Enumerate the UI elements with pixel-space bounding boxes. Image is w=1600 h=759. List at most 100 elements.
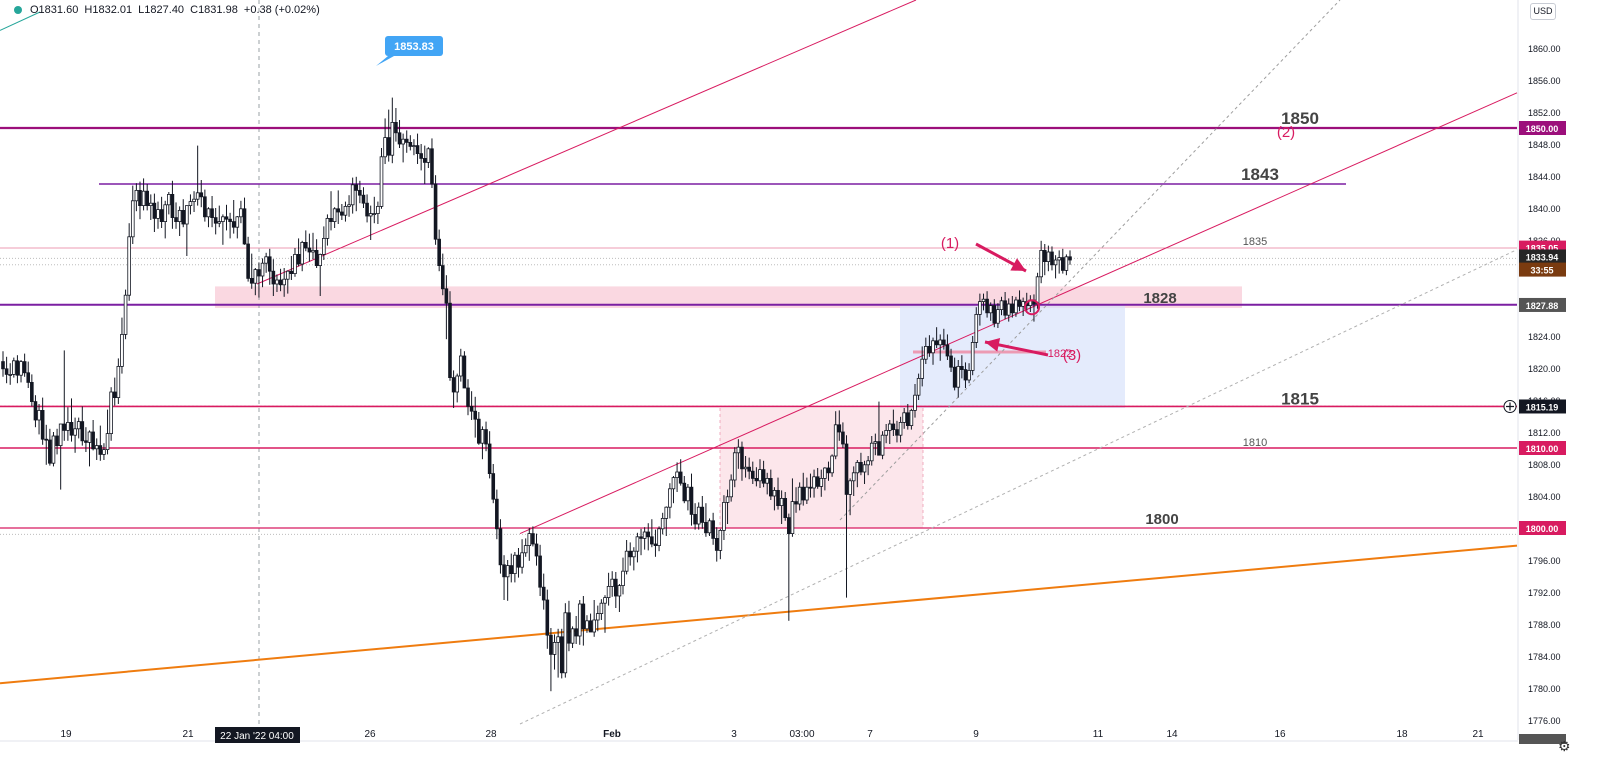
candle xyxy=(902,408,906,429)
arrow-head xyxy=(1010,258,1026,271)
candle xyxy=(33,395,38,428)
candle xyxy=(448,291,452,381)
candle-body-up xyxy=(311,249,315,253)
time-axis[interactable]: 19 21 26 28 Feb 3 03:00 7 9 11 14 16 18 21 22 Jan '22 … xyxy=(0,727,1518,759)
candle-body-down xyxy=(174,217,178,223)
candle xyxy=(462,351,467,389)
candle xyxy=(801,472,806,506)
candle xyxy=(945,334,950,360)
candle xyxy=(87,430,92,467)
candle-body-up xyxy=(570,628,575,644)
candle xyxy=(278,268,283,292)
candle-body-up xyxy=(812,476,816,489)
candle-body-up xyxy=(592,619,596,633)
crosshair-time-box xyxy=(215,727,300,743)
candle-body-down xyxy=(358,189,362,196)
change-value: +0.38 (+0.02%) xyxy=(243,4,320,16)
candle-body-up xyxy=(621,570,625,587)
candle-body-down xyxy=(808,486,813,489)
candle-body-up xyxy=(978,301,982,315)
candle-body-up xyxy=(913,394,917,411)
candle xyxy=(246,236,250,282)
time-tick-label: 11 xyxy=(1093,729,1104,740)
dotted-trendline xyxy=(519,249,1518,725)
currency-dropdown[interactable]: USD xyxy=(1530,3,1556,20)
candle-body-up xyxy=(887,423,892,431)
candle xyxy=(700,496,705,529)
price-axis[interactable]: 1776.00 1780.00 1784.00 1788.00 1792.00 1796.… xyxy=(1503,0,1600,759)
candle-body-up xyxy=(686,486,690,502)
candle xyxy=(303,230,308,252)
candle-body-down xyxy=(397,132,402,145)
candle-body-up xyxy=(830,455,834,474)
high-callout-box xyxy=(385,36,443,56)
candle xyxy=(707,518,712,536)
candle xyxy=(242,197,247,245)
candle xyxy=(4,356,9,384)
candle xyxy=(12,357,16,378)
price-tick-label: 1776.00 xyxy=(1528,716,1561,726)
candle xyxy=(127,223,131,301)
candle xyxy=(332,207,337,228)
candle xyxy=(805,477,809,504)
candle xyxy=(451,370,456,408)
candle-body-down xyxy=(1068,256,1072,261)
candle xyxy=(221,214,225,245)
candle-body-up xyxy=(66,421,70,431)
time-axis-background xyxy=(0,741,1518,759)
candle-body-up xyxy=(116,365,121,398)
candle xyxy=(145,184,149,211)
candle-body-down xyxy=(329,217,333,222)
candle xyxy=(109,387,113,441)
candle xyxy=(336,190,341,224)
candle-body-down xyxy=(761,469,766,484)
candle-body-up xyxy=(235,216,240,228)
candle-body-down xyxy=(473,410,478,420)
teal-line xyxy=(0,11,41,31)
candle-body-down xyxy=(891,423,896,430)
candle xyxy=(797,482,802,511)
price-badge-box xyxy=(1519,262,1566,277)
candle-body-up xyxy=(87,431,92,443)
candle-body-up xyxy=(1035,276,1040,305)
candle-body-up xyxy=(624,550,629,572)
candle xyxy=(293,248,297,277)
candle-body-down xyxy=(1060,257,1065,271)
candle-body-up xyxy=(664,506,669,519)
candle xyxy=(570,626,575,648)
candle xyxy=(368,205,373,240)
candle xyxy=(491,464,496,504)
arrow-3 xyxy=(984,337,1049,357)
candle-body-down xyxy=(905,412,910,426)
candle-body-down xyxy=(700,506,705,523)
settings-gear-icon[interactable]: ⚙ xyxy=(1558,738,1571,754)
candle xyxy=(758,459,762,488)
candle-body-up xyxy=(981,298,986,303)
candle xyxy=(84,427,88,452)
candle xyxy=(15,355,20,384)
candle xyxy=(668,483,672,519)
candle xyxy=(866,456,870,476)
candle xyxy=(257,262,261,298)
candle xyxy=(8,363,13,385)
candle-body-up xyxy=(732,452,737,481)
time-tick-label: 28 xyxy=(485,729,497,740)
candle-body-down xyxy=(4,368,9,375)
price-badge-label: 1800.00 xyxy=(1526,524,1559,534)
candle xyxy=(891,409,896,436)
candle xyxy=(833,411,838,460)
candle-body-up xyxy=(606,586,611,599)
candle-body-down xyxy=(1,361,5,370)
candle xyxy=(981,293,986,311)
candle-body-up xyxy=(967,369,971,381)
price-badge-box xyxy=(1519,399,1566,414)
level-label-1835: 1835 xyxy=(1243,236,1267,248)
price-tick-label: 1808.00 xyxy=(1528,460,1561,470)
candle xyxy=(300,240,304,272)
candle xyxy=(1010,296,1015,318)
candle-body-down xyxy=(567,612,571,644)
candle-body-up xyxy=(372,213,377,216)
candle-body-up xyxy=(37,409,41,421)
candle-body-down xyxy=(249,277,254,284)
